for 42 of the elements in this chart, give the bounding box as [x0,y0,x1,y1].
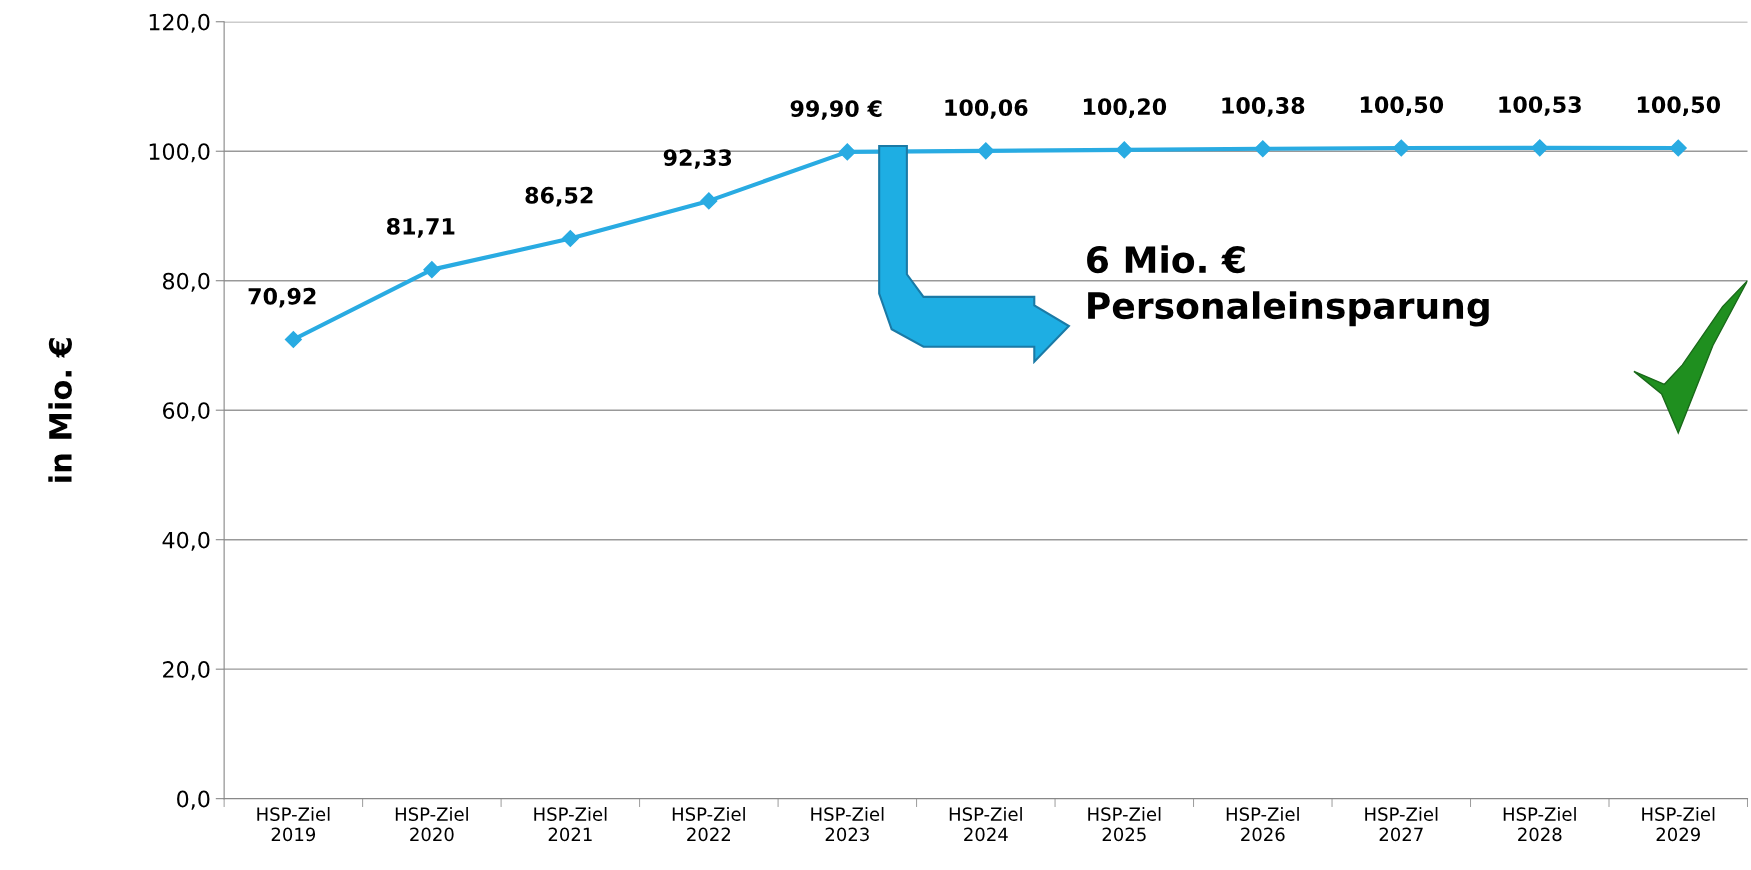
point [700,192,718,210]
point [1392,139,1410,157]
y-tick-label: 100,0 [149,143,210,163]
point [838,143,856,161]
data-label: 92,33 [663,149,732,169]
annotation: 6 Mio. € Personaleinsparung [1087,245,1489,327]
x-tick-label: HSP-Ziel 2024 [949,806,1022,842]
x-tick-label: HSP-Ziel 2028 [1503,806,1576,842]
y-tick-label: 0,0 [177,790,210,810]
y-tick-label: 20,0 [163,661,210,681]
point [977,142,995,160]
data-label: 100,50 [1360,96,1444,116]
x-tick-label: HSP-Ziel 2029 [1642,806,1715,842]
data-label: 70,92 [248,287,316,308]
x-tick-label: HSP-Ziel 2025 [1088,806,1161,842]
data-label: 86,52 [525,186,593,207]
y-tick-label: 80,0 [162,272,210,292]
y-axis-title: in Mio. € [48,338,72,482]
x-tick-label: HSP-Ziel 2021 [534,806,607,842]
x-tick-label: HSP-Ziel 2026 [1226,806,1299,842]
x-tick-label: HSP-Ziel 2020 [395,806,468,842]
point [1531,139,1549,157]
data-label: 100,06 [945,99,1028,119]
y-tick-label: 40,0 [162,531,210,551]
point [284,330,302,349]
y-tick-label: 120,0 [149,13,210,33]
x-tick-label: HSP-Ziel 2027 [1365,806,1438,842]
data-label: 81,71 [386,217,455,238]
point [1254,140,1272,158]
point [1669,139,1687,157]
x-tick-label: HSP-Ziel 2019 [257,806,330,842]
data-label: 99,90 € [790,100,882,120]
point [423,261,441,279]
y-tick-label: 60,0 [163,402,210,422]
point [561,229,579,248]
point [1115,141,1133,159]
data-label: 100,50 [1637,96,1721,116]
data-label: 100,20 [1083,98,1167,118]
data-label: 100,53 [1499,96,1581,116]
data-label: 100,38 [1222,97,1305,117]
x-tick-label: HSP-Ziel 2023 [811,806,884,842]
x-tick-label: HSP-Ziel 2022 [672,806,745,842]
